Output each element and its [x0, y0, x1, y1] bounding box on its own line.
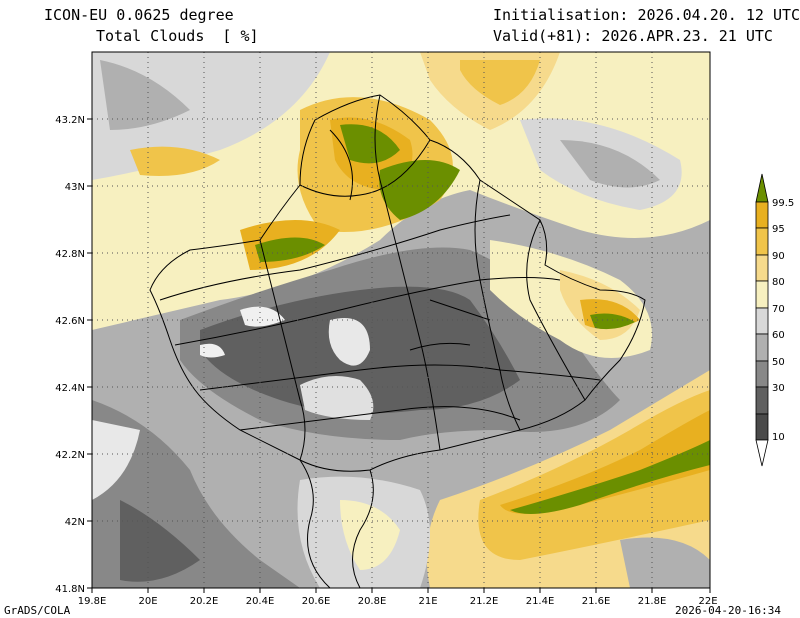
colorbar-bin	[755, 333, 769, 362]
colorbar-label: 80	[772, 277, 785, 288]
colorbar-bin	[755, 280, 769, 309]
colorbar-bin	[755, 413, 769, 441]
colorbar-bin	[755, 201, 769, 229]
x-axis-labels: 19.8E 20E 20.2E 20.4E 20.6E 20.8E 21E 21…	[78, 596, 718, 607]
valid-time: Valid(+81): 2026.APR.23. 21 UTC	[493, 27, 773, 45]
footer-right: 2026-04-20-16:34	[675, 604, 781, 617]
colorbar-label: 90	[772, 251, 785, 262]
colorbar-label: 60	[772, 330, 785, 341]
colorbar-bin	[755, 386, 769, 415]
x-tick-label: 21.8E	[638, 596, 667, 607]
init-time: Initialisation: 2026.04.20. 12 UTC	[493, 6, 800, 24]
colorbar-top-triangle	[755, 173, 769, 203]
y-tick-label: 41.8N	[55, 584, 85, 595]
y-tick-label: 42.2N	[55, 450, 85, 461]
x-tick-label: 21.4E	[526, 596, 555, 607]
colorbar-bin	[755, 307, 769, 335]
colorbar-label: 70	[772, 304, 785, 315]
x-tick-label: 20E	[138, 596, 157, 607]
y-tick-label: 42.6N	[55, 316, 85, 327]
colorbar-bottom-triangle	[755, 439, 769, 467]
y-tick-label: 42.4N	[55, 383, 85, 394]
model-title: ICON-EU 0.0625 degree	[44, 6, 234, 24]
colorbar	[755, 173, 769, 467]
admin-borders	[149, 94, 646, 589]
x-tick-label: 21E	[418, 596, 437, 607]
colorbar-label: 95	[772, 224, 785, 235]
y-tick-label: 43.2N	[55, 115, 85, 126]
y-tick-label: 42.8N	[55, 249, 85, 260]
colorbar-label: 10	[772, 432, 785, 443]
x-tick-label: 22E	[698, 596, 717, 607]
x-tick-label: 20.6E	[302, 596, 331, 607]
y-tick-label: 42N	[65, 517, 85, 528]
x-tick-label: 20.8E	[358, 596, 387, 607]
colorbar-labels: 99.5 95 90 80 70 60 50 30 10	[772, 198, 794, 443]
x-tick-label: 20.2E	[190, 596, 219, 607]
colorbar-label: 99.5	[772, 198, 794, 209]
x-tick-label: 19.8E	[78, 596, 107, 607]
y-tick-label: 43N	[65, 182, 85, 193]
footer-left: GrADS/COLA	[4, 604, 71, 617]
colorbar-bin	[755, 227, 769, 256]
x-tick-label: 20.4E	[246, 596, 275, 607]
colorbar-label: 30	[772, 383, 785, 394]
colorbar-bin	[755, 254, 769, 282]
x-tick-label: 21.2E	[470, 596, 499, 607]
y-axis-labels: 41.8N 42N 42.2N 42.4N 42.6N 42.8N 43N 43…	[55, 115, 85, 595]
field-title: Total Clouds [ %]	[96, 27, 259, 45]
x-tick-label: 21.6E	[582, 596, 611, 607]
colorbar-label: 50	[772, 357, 785, 368]
colorbar-bin	[755, 360, 769, 388]
grid-lines	[92, 52, 710, 588]
